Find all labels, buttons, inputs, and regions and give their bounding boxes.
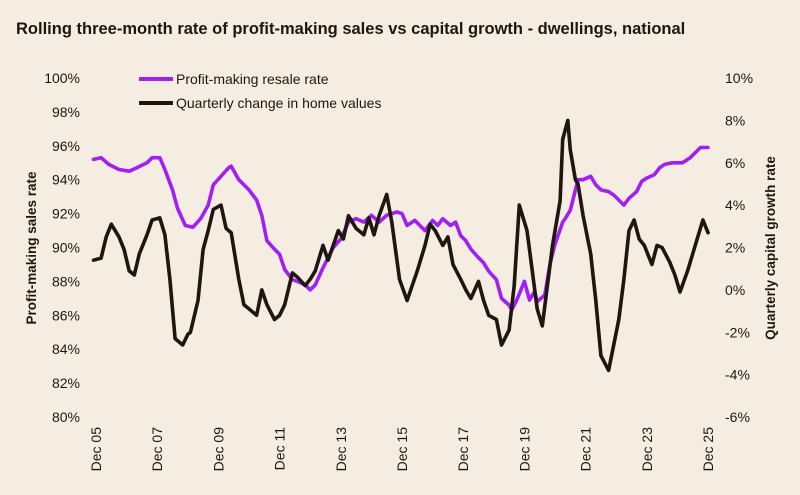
- left-tick-label: 90%: [52, 240, 80, 256]
- right-tick-label: 4%: [725, 197, 745, 213]
- legend-label-home-values: Quarterly change in home values: [176, 95, 381, 111]
- right-tick-label: 0%: [725, 282, 745, 298]
- left-tick-label: 100%: [44, 70, 80, 86]
- right-tick-label: -6%: [725, 409, 750, 425]
- x-axis-ticks: Dec 05 Dec 07 Dec 09 Dec 11 Dec 13 Dec 15 Dec …: [88, 427, 716, 472]
- left-tick-label: 84%: [52, 341, 80, 357]
- home-values-line: [91, 118, 710, 373]
- left-tick-label: 96%: [52, 138, 80, 154]
- x-tick-label: Dec 07: [149, 427, 165, 472]
- x-tick-label: Dec 19: [516, 427, 532, 472]
- left-axis-ticks: 80% 82% 84% 86% 88% 90% 92% 94% 96% 98% 100%: [44, 70, 80, 425]
- left-tick-label: 98%: [52, 104, 80, 120]
- right-tick-label: 2%: [725, 240, 745, 256]
- x-tick-label: Dec 11: [272, 427, 288, 471]
- right-axis-ticks: -6% -4% -2% 0% 2% 4% 6% 8% 10%: [725, 70, 753, 425]
- x-tick-label: Dec 05: [88, 427, 104, 472]
- x-tick-label: Dec 21: [578, 427, 594, 472]
- left-tick-label: 88%: [52, 273, 80, 289]
- left-tick-label: 82%: [52, 375, 80, 391]
- legend: Profit-making resale rate Quarterly chan…: [139, 71, 381, 111]
- left-tick-label: 86%: [52, 307, 80, 323]
- plot-lines: [91, 118, 710, 373]
- x-tick-label: Dec 09: [210, 427, 226, 472]
- x-tick-label: Dec 23: [639, 427, 655, 472]
- left-axis-label: Profit-making sales rate: [24, 171, 39, 325]
- legend-label-profit-rate: Profit-making resale rate: [176, 71, 329, 87]
- chart-title: Rolling three-month rate of profit-makin…: [16, 20, 685, 38]
- right-tick-label: 6%: [725, 155, 745, 171]
- right-tick-label: -4%: [725, 367, 750, 383]
- right-tick-label: 10%: [725, 70, 753, 86]
- x-tick-label: Dec 17: [455, 427, 471, 472]
- x-tick-label: Dec 15: [394, 427, 410, 472]
- right-tick-label: 8%: [725, 112, 745, 128]
- x-tick-label: Dec 13: [333, 427, 349, 472]
- left-tick-label: 92%: [52, 206, 80, 222]
- profit-rate-line: [91, 145, 710, 313]
- left-tick-label: 80%: [52, 409, 80, 425]
- right-axis-label: Quarterly capital growth rate: [763, 156, 778, 340]
- x-tick-label: Dec 25: [700, 427, 716, 472]
- left-tick-label: 94%: [52, 172, 80, 188]
- right-tick-label: -2%: [725, 324, 750, 340]
